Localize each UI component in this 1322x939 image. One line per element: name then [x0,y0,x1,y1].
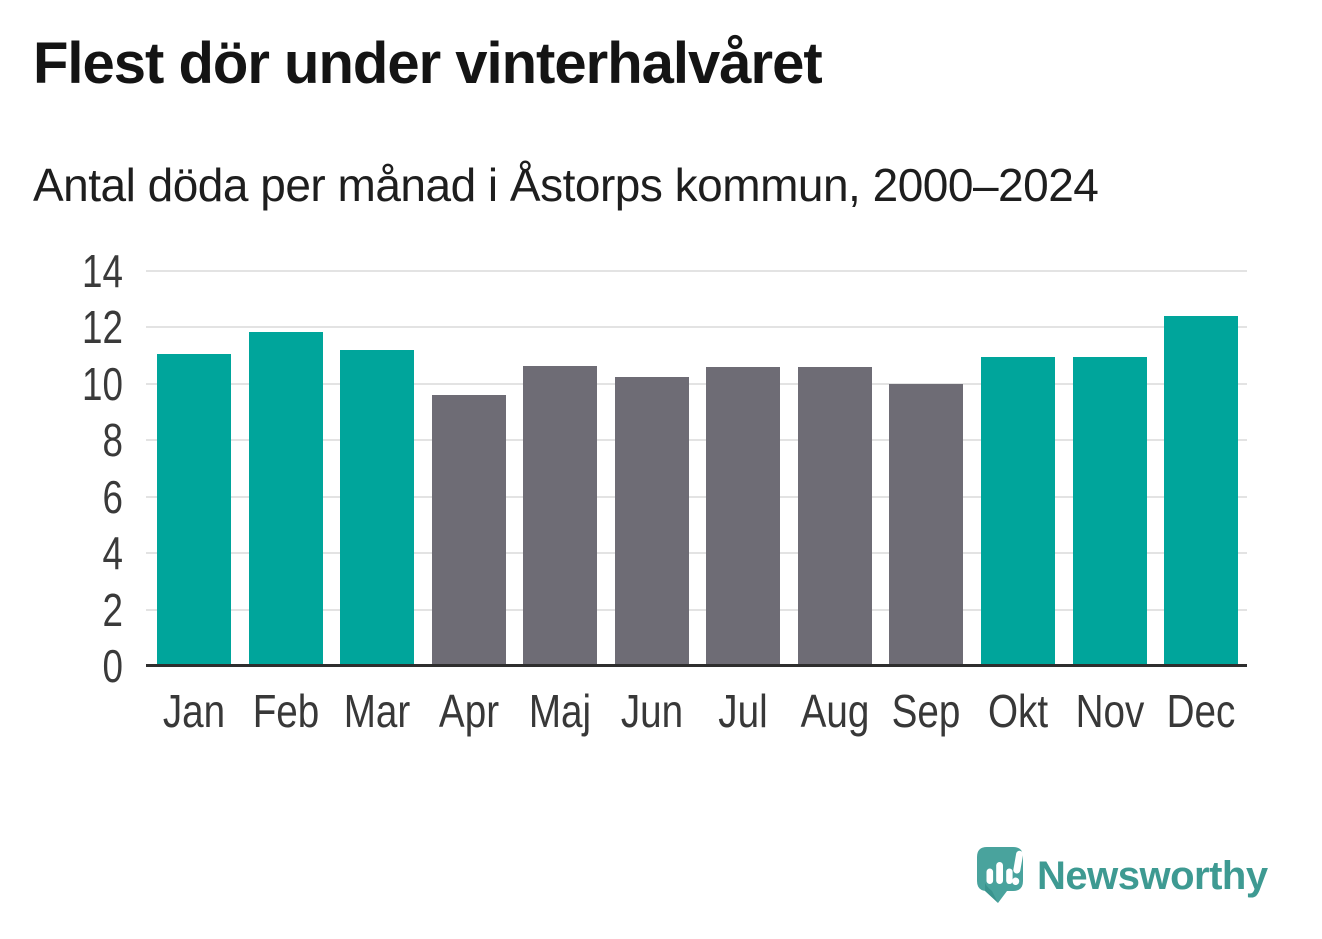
x-tick-label-maj: Maj [529,685,592,737]
y-tick-label-14: 14 [82,245,123,297]
y-axis: 0 2 4 6 8 10 12 14 [0,245,131,692]
bar-apr [431,395,506,666]
x-axis-line [146,664,1247,667]
chart-title: Flest dör under vinterhalvåret [33,31,823,96]
gridline-12 [146,326,1247,329]
x-tick-label-dec: Dec [1166,685,1236,737]
bar-jan [157,354,231,666]
gridline-10 [146,382,1247,385]
y-tick-label-6: 6 [102,470,123,523]
bar-okt [980,357,1055,666]
bar-mar [340,350,415,666]
bar-jun [614,376,689,666]
x-tick-label-sep: Sep [892,685,961,737]
bar-jul [706,366,781,666]
gridline-14 [146,270,1247,272]
x-tick-label-jun: Jun [620,685,683,737]
x-tick-label-mar: Mar [343,685,411,737]
chart-subtitle: Antal döda per månad i Åstorps kommun, 2… [33,159,1099,211]
gridline-6 [146,495,1247,498]
x-tick-label-jul: Jul [718,685,768,737]
plot-area [146,270,1247,666]
x-tick-label-aug: Aug [800,685,870,737]
newsworthy-logo-text: Newsworthy [1037,854,1268,898]
gridline-4 [146,552,1247,555]
y-tick-label-8: 8 [102,414,123,467]
bar-aug [797,366,872,666]
newsworthy-logo: Newsworthy [977,847,1268,905]
newsworthy-speech-bubble-barchart-icon [977,847,1024,903]
x-tick-label-nov: Nov [1075,685,1144,737]
y-tick-label-0: 0 [102,640,123,692]
bar-nov [1072,357,1147,666]
x-tick-label-apr: Apr [438,685,499,737]
bar-feb [248,331,323,666]
y-tick-label-12: 12 [82,301,123,354]
x-tick-label-feb: Feb [252,685,319,737]
x-tick-label-jan: Jan [162,685,226,737]
gridline-8 [146,439,1247,442]
y-tick-label-2: 2 [102,583,123,636]
bar-sep [889,383,964,666]
y-tick-label-10: 10 [82,357,123,410]
y-tick-label-4: 4 [102,527,123,580]
bar-maj [523,365,598,666]
bar-dec [1164,316,1239,666]
x-axis: Jan Feb Mar Apr Maj Jun Jul Aug Sep Okt Nov Dec [0,684,1322,744]
gridline-2 [146,608,1247,611]
x-tick-label-okt: Okt [987,685,1048,737]
